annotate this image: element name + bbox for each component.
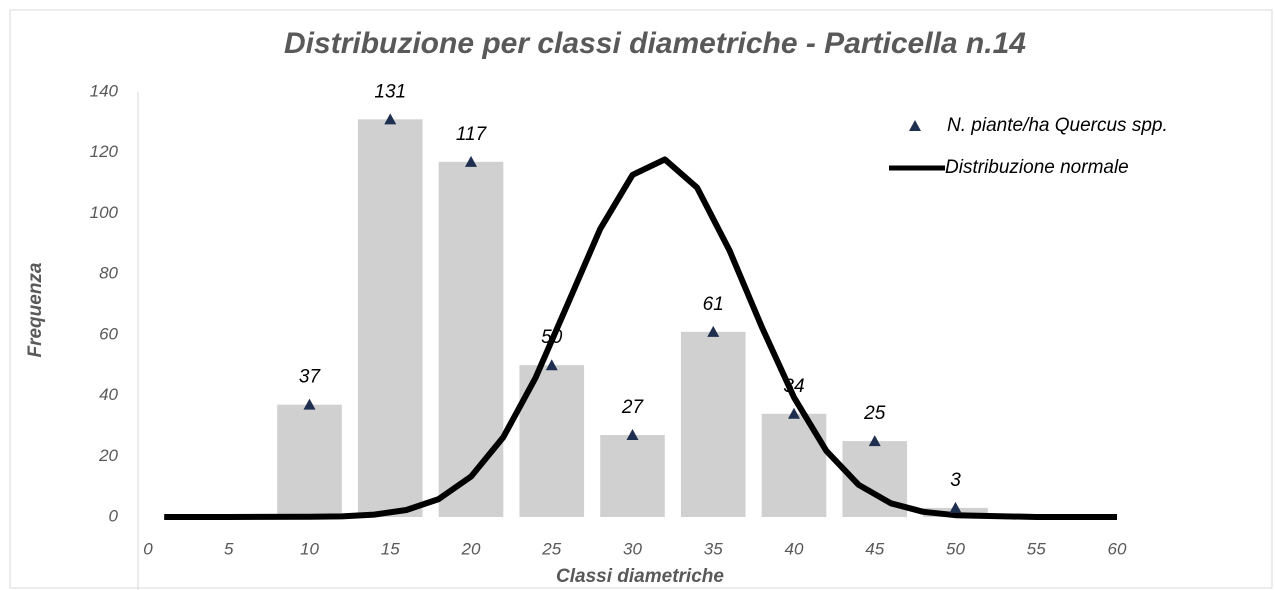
legend-label: N. piante/ha Quercus spp. — [947, 115, 1168, 136]
marker — [707, 325, 720, 337]
x-tick-label: 20 — [461, 539, 481, 558]
chart-title: Distribuzione per classi diametriche - P… — [284, 27, 1026, 60]
x-tick-label: 50 — [946, 539, 965, 558]
x-tick-label: 10 — [300, 539, 319, 558]
x-tick-label: 5 — [224, 539, 234, 558]
value-label: 27 — [621, 397, 645, 418]
y-tick-label: 100 — [90, 203, 119, 222]
marker — [545, 359, 558, 371]
x-tick-label: 35 — [704, 539, 723, 558]
x-tick-label: 0 — [143, 539, 153, 558]
marker — [465, 155, 477, 167]
value-label: 37 — [299, 367, 322, 388]
marker — [303, 398, 316, 410]
marker — [868, 435, 881, 447]
x-tick-label: 15 — [381, 539, 400, 558]
value-label: 117 — [456, 124, 488, 145]
value-label: 50 — [541, 327, 563, 348]
marker — [788, 407, 800, 419]
bar — [680, 331, 746, 517]
legend-marker — [909, 120, 921, 131]
value-label: 131 — [374, 81, 406, 102]
x-tick-label: 25 — [541, 539, 561, 558]
marker — [949, 501, 962, 513]
x-tick-label: 30 — [623, 539, 642, 558]
y-axis-label: Frequenza — [25, 262, 46, 357]
y-tick-label: 0 — [109, 506, 119, 525]
y-tick-label: 60 — [99, 324, 118, 343]
value-label: 34 — [783, 376, 804, 397]
y-tick-label: 140 — [90, 81, 119, 100]
marker — [384, 113, 397, 125]
bar — [357, 119, 423, 518]
bar — [438, 161, 504, 518]
y-tick-label: 120 — [90, 142, 119, 161]
value-label: 61 — [703, 294, 724, 315]
normal-curve — [164, 156, 1117, 520]
y-tick-label: 80 — [99, 264, 118, 283]
value-label: 3 — [950, 470, 961, 491]
x-tick-label: 40 — [785, 539, 804, 558]
y-tick-label: 40 — [99, 385, 118, 404]
x-tick-label: 45 — [865, 539, 884, 558]
bar — [600, 435, 665, 517]
bar — [277, 404, 342, 517]
x-tick-label: 55 — [1027, 539, 1046, 558]
x-tick-label: 60 — [1108, 539, 1127, 558]
x-axis-label: Classi diametriche — [556, 566, 724, 587]
legend-label: Distribuzione normale — [945, 157, 1129, 178]
y-tick-label: 20 — [98, 446, 118, 465]
marker — [626, 429, 639, 441]
value-label: 25 — [863, 403, 886, 424]
